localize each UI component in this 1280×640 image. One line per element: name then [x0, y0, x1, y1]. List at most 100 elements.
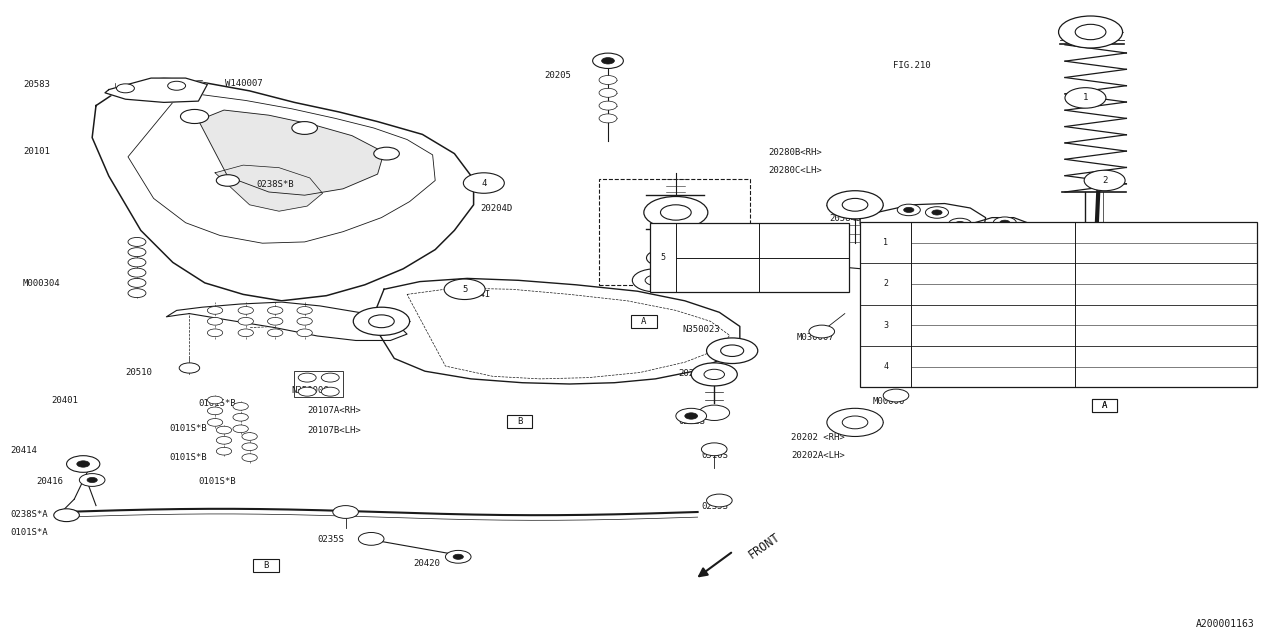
Circle shape — [699, 405, 730, 420]
Text: M370009: M370009 — [918, 372, 952, 381]
Text: (0902- ): (0902- ) — [764, 271, 804, 280]
Circle shape — [216, 436, 232, 444]
Text: 20204D: 20204D — [480, 204, 512, 213]
Bar — [1092, 399, 1117, 412]
Text: 20101: 20101 — [23, 147, 50, 156]
Circle shape — [1115, 322, 1133, 331]
Circle shape — [842, 416, 868, 429]
Circle shape — [374, 147, 399, 160]
Circle shape — [1023, 232, 1046, 244]
Circle shape — [297, 317, 312, 325]
Text: ( -0902): ( -0902) — [764, 236, 804, 245]
Circle shape — [1084, 170, 1125, 191]
Bar — [631, 315, 657, 328]
Circle shape — [676, 408, 707, 424]
Circle shape — [238, 307, 253, 314]
Circle shape — [704, 369, 724, 380]
Circle shape — [128, 289, 146, 298]
Text: FIG.280: FIG.280 — [1011, 314, 1048, 323]
Text: ( -0712): ( -0712) — [1082, 269, 1121, 278]
Text: 20578H: 20578H — [918, 269, 947, 278]
Text: 0101S*B: 0101S*B — [198, 477, 236, 486]
Circle shape — [268, 329, 283, 337]
Polygon shape — [198, 110, 384, 195]
Text: B: B — [264, 561, 269, 570]
Circle shape — [128, 237, 146, 246]
Circle shape — [932, 210, 942, 215]
Text: 1: 1 — [1083, 93, 1088, 102]
Circle shape — [1066, 317, 1084, 326]
Text: FIG.210: FIG.210 — [893, 61, 931, 70]
Text: (0712- ): (0712- ) — [1082, 290, 1121, 299]
Text: 3: 3 — [883, 321, 888, 330]
Circle shape — [333, 506, 358, 518]
Circle shape — [79, 474, 105, 486]
Polygon shape — [105, 78, 207, 102]
Circle shape — [321, 373, 339, 382]
Circle shape — [1075, 24, 1106, 40]
Text: 0101S*B: 0101S*B — [169, 424, 206, 433]
Circle shape — [268, 307, 283, 314]
Text: 20205: 20205 — [544, 71, 571, 80]
Circle shape — [128, 258, 146, 267]
Text: 20204I: 20204I — [458, 290, 490, 299]
Circle shape — [599, 88, 617, 97]
Circle shape — [1029, 236, 1039, 241]
Circle shape — [207, 419, 223, 426]
Circle shape — [646, 250, 680, 266]
Circle shape — [453, 554, 463, 559]
Circle shape — [444, 279, 485, 300]
Circle shape — [216, 175, 239, 186]
Circle shape — [904, 207, 914, 212]
Polygon shape — [1050, 314, 1137, 353]
Polygon shape — [92, 78, 474, 301]
Circle shape — [599, 101, 617, 110]
Text: B: B — [517, 417, 522, 426]
Text: M660038: M660038 — [918, 248, 952, 257]
Bar — [507, 415, 532, 428]
Circle shape — [321, 387, 339, 396]
Text: 20280C<LH>: 20280C<LH> — [768, 166, 822, 175]
Text: 20206: 20206 — [678, 369, 705, 378]
Text: FRONT: FRONT — [746, 531, 783, 561]
Circle shape — [207, 329, 223, 337]
Circle shape — [1117, 336, 1135, 345]
Circle shape — [955, 221, 965, 227]
Text: 20202 <RH>: 20202 <RH> — [791, 433, 845, 442]
Text: 2: 2 — [1102, 176, 1107, 185]
Bar — [294, 371, 343, 397]
Bar — [860, 222, 1257, 387]
Text: A: A — [1102, 401, 1107, 410]
Text: A: A — [1102, 401, 1107, 410]
Text: ( -0901): ( -0901) — [1082, 352, 1121, 361]
Circle shape — [897, 204, 920, 216]
Circle shape — [238, 329, 253, 337]
Circle shape — [242, 454, 257, 461]
Text: 20584D: 20584D — [829, 214, 861, 223]
Circle shape — [298, 373, 316, 382]
Circle shape — [54, 509, 79, 522]
Circle shape — [827, 191, 883, 219]
Polygon shape — [860, 204, 986, 248]
Bar — [1092, 399, 1117, 412]
Circle shape — [599, 76, 617, 84]
Circle shape — [207, 307, 223, 314]
Circle shape — [207, 317, 223, 325]
Circle shape — [77, 461, 90, 467]
Circle shape — [925, 207, 948, 218]
Circle shape — [445, 550, 471, 563]
Text: 0238S*B: 0238S*B — [256, 180, 293, 189]
Circle shape — [233, 425, 248, 433]
Bar — [650, 223, 849, 292]
Text: N350006: N350006 — [292, 386, 329, 395]
Text: A: A — [641, 317, 646, 326]
Circle shape — [216, 426, 232, 434]
Bar — [253, 559, 279, 572]
Text: 0238S*A: 0238S*A — [10, 510, 47, 519]
Circle shape — [463, 173, 504, 193]
Text: 0235S: 0235S — [317, 535, 344, 544]
Circle shape — [827, 408, 883, 436]
Circle shape — [593, 53, 623, 68]
Circle shape — [929, 242, 940, 247]
Circle shape — [707, 494, 732, 507]
